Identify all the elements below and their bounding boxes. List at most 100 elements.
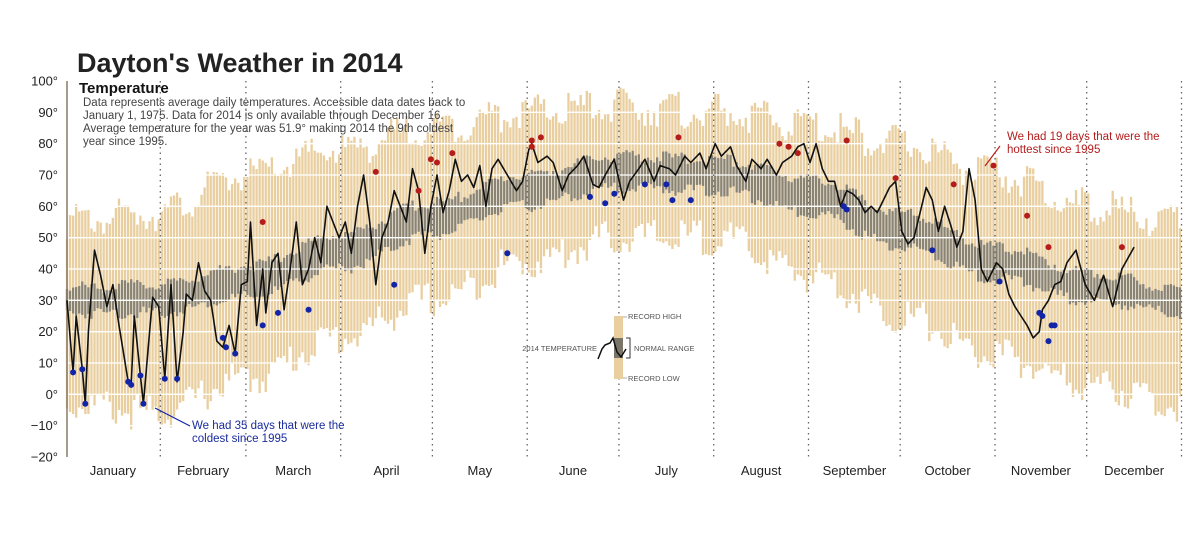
- record-band: [1059, 211, 1062, 375]
- record-band: [154, 231, 157, 407]
- normal-band: [876, 209, 879, 242]
- normal-band: [1019, 251, 1023, 278]
- record-band: [142, 221, 145, 399]
- cold-days-annotation: We had 35 days that were the coldest sin…: [192, 420, 345, 445]
- normal-band: [909, 208, 913, 248]
- normal-band: [735, 162, 738, 193]
- cold-annotation-leader: [154, 407, 191, 427]
- normal-band: [781, 176, 784, 207]
- normal-band: [270, 259, 274, 294]
- normal-band: [218, 265, 222, 304]
- normal-band: [857, 196, 861, 237]
- normal-band: [533, 171, 536, 210]
- normal-band: [925, 222, 928, 251]
- normal-band: [943, 227, 946, 264]
- normal-band: [998, 242, 1001, 279]
- normal-band: [475, 189, 478, 219]
- normal-band: [903, 212, 906, 252]
- record-band: [151, 216, 154, 410]
- cold-day-dot: [259, 322, 266, 329]
- normal-band: [912, 215, 916, 244]
- normal-band: [604, 157, 607, 184]
- normal-band: [1096, 274, 1099, 298]
- normal-band: [1123, 274, 1127, 306]
- record-band: [1123, 209, 1127, 407]
- cold-day-dot: [305, 306, 312, 313]
- normal-band: [200, 276, 203, 303]
- normal-band: [536, 170, 540, 208]
- normal-band: [1093, 277, 1096, 296]
- y-tick-label: 0°: [46, 387, 58, 402]
- normal-band: [206, 275, 209, 308]
- normal-band: [756, 164, 760, 201]
- normal-band: [973, 246, 977, 269]
- month-label: June: [559, 463, 587, 478]
- normal-band: [99, 289, 102, 309]
- record-band: [1151, 230, 1154, 394]
- normal-band: [918, 220, 922, 249]
- record-band: [68, 215, 72, 412]
- cold-day-dot: [174, 375, 181, 382]
- normal-band: [243, 266, 246, 291]
- record-band: [928, 161, 931, 342]
- normal-band: [854, 189, 858, 236]
- normal-band: [108, 290, 111, 312]
- normal-band: [1136, 280, 1139, 304]
- cold-day-dot: [161, 375, 168, 382]
- normal-band: [579, 160, 582, 200]
- record-band: [426, 131, 429, 284]
- normal-band: [319, 236, 322, 270]
- normal-band: [928, 222, 931, 251]
- cold-day-dot: [1051, 322, 1058, 329]
- month-label: May: [468, 463, 493, 478]
- normal-band: [493, 178, 497, 214]
- y-tick-label: 60°: [38, 199, 58, 214]
- normal-band: [827, 183, 830, 212]
- normal-band: [182, 279, 185, 314]
- normal-band: [365, 224, 368, 259]
- normal-band: [1108, 279, 1111, 297]
- hot-days-annotation: We had 19 days that were the hottest sin…: [1007, 131, 1160, 156]
- normal-band: [81, 281, 84, 315]
- normal-band: [738, 167, 741, 193]
- record-band: [71, 215, 75, 415]
- record-band: [1096, 225, 1099, 377]
- normal-band: [371, 227, 374, 257]
- normal-band: [958, 236, 962, 267]
- normal-band: [509, 177, 512, 202]
- normal-band: [399, 205, 402, 247]
- normal-band: [977, 247, 980, 282]
- normal-band: [1163, 284, 1166, 315]
- cold-day-dot: [687, 197, 694, 204]
- normal-band: [1160, 290, 1163, 313]
- cold-day-dot: [70, 369, 77, 376]
- normal-band: [301, 242, 304, 283]
- record-band: [102, 233, 105, 400]
- normal-band: [692, 162, 695, 191]
- cold-day-dot: [586, 193, 593, 200]
- normal-band: [548, 174, 552, 201]
- normal-band: [906, 209, 910, 248]
- normal-band: [1129, 273, 1133, 307]
- normal-band: [882, 211, 885, 242]
- normal-band: [1172, 285, 1176, 318]
- record-band: [108, 223, 111, 402]
- normal-band: [503, 181, 506, 205]
- normal-band: [227, 265, 231, 300]
- normal-band: [396, 208, 399, 250]
- hot-day-dot: [892, 175, 899, 182]
- normal-band: [983, 244, 986, 284]
- legend-normal-bracket: [626, 337, 631, 359]
- normal-band: [622, 152, 625, 194]
- normal-band: [1077, 270, 1081, 303]
- normal-band: [527, 172, 530, 211]
- normal-band: [793, 178, 796, 206]
- normal-band: [512, 177, 515, 203]
- normal-band: [753, 164, 757, 205]
- normal-band: [1013, 251, 1017, 276]
- normal-band: [775, 174, 778, 201]
- normal-band: [172, 278, 176, 312]
- normal-band: [496, 179, 500, 216]
- y-axis: −20° −10° 0° 10° 20° 30° 40° 50° 60° 70° 80° 90° 100…: [31, 74, 68, 465]
